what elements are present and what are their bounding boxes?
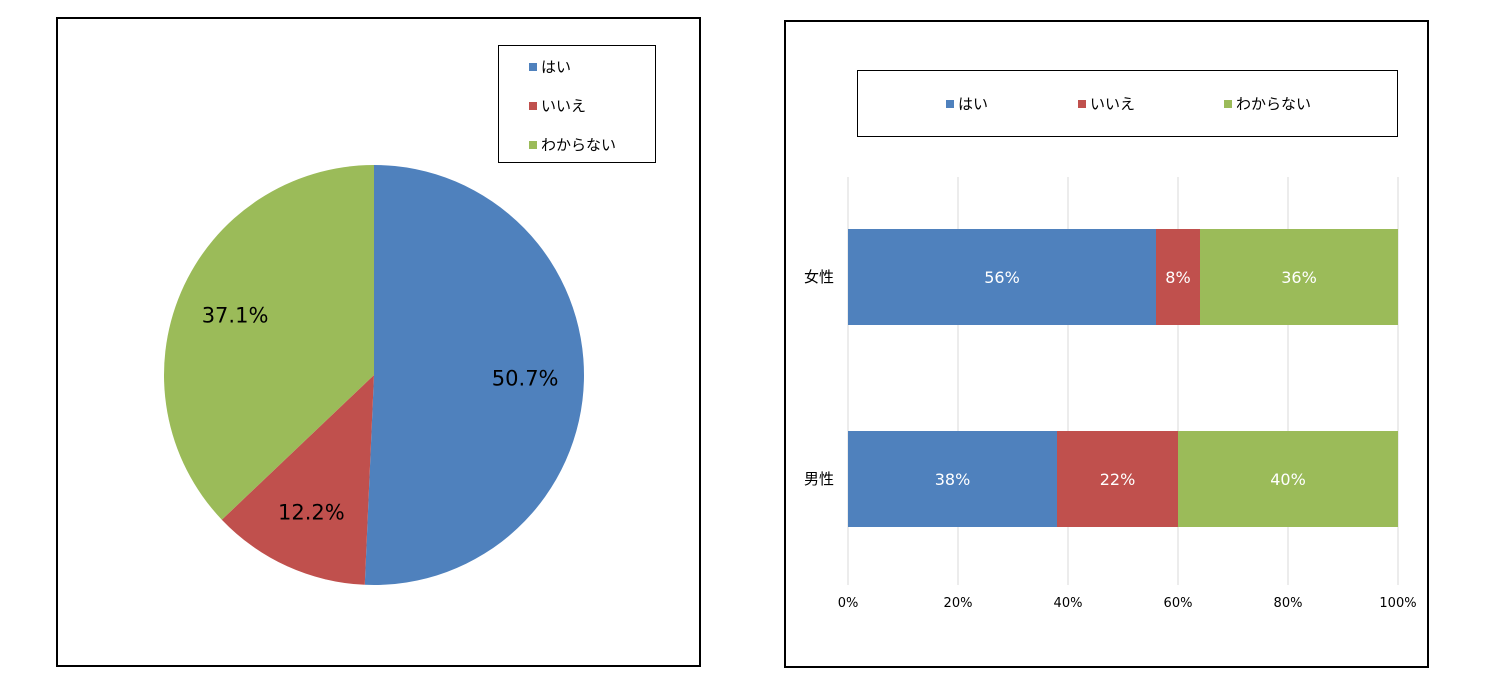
bar-segment-yes [848,229,1156,325]
legend-swatch-unknown [1224,100,1232,108]
x-tick-label: 20% [944,596,973,611]
legend-swatch-no [529,102,537,110]
pie-data-label-unknown: 37.1% [202,303,269,327]
stacked-bar-chart: 0% 20% 40% 60% 80% 100% 女性 56% 8% 36% 男性 38% 22% 40% … [784,20,1429,668]
pie-slice-yes [364,165,584,585]
x-tick-label: 100% [1379,596,1416,611]
bar-data-label-no: 8% [1165,268,1190,287]
legend-swatch-yes [946,100,954,108]
pie-chart-canvas: 50.7% 12.2% 37.1% [164,165,584,585]
legend-label-no: いいえ [541,97,587,115]
bar-data-label-no: 22% [1100,470,1136,489]
bar-segment-unknown [1200,229,1398,325]
bar-data-label-unknown: 40% [1270,470,1306,489]
bar-segment-no [1057,431,1178,527]
bar-chart-canvas: 0% 20% 40% 60% 80% 100% 女性 56% 8% 36% 男性 38% 22% 40% [804,177,1417,611]
pie-legend-item-unknown: わからない [529,134,616,155]
pie-slice-no [221,375,374,585]
pie-data-label-no: 12.2% [278,501,345,525]
legend-label-unknown: わからない [1236,95,1312,113]
pie-legend-item-no: いいえ [529,95,586,116]
pie-slice-unknown [164,165,374,520]
x-tick-label: 40% [1054,596,1083,611]
legend-label-yes: はい [541,58,572,76]
bar-segment-no [1156,229,1200,325]
y-category-label: 女性 [804,268,834,286]
y-category-label: 男性 [804,470,834,488]
legend-label-no: いいえ [1090,95,1136,113]
pie-legend-item-yes: はい [529,56,571,77]
x-tick-label: 60% [1164,596,1193,611]
bar-segment-yes [848,431,1057,527]
bar-legend-item-no: いいえ [1078,93,1135,114]
bar-data-label-unknown: 36% [1281,268,1317,287]
bar-segment-unknown [1178,431,1398,527]
bar-legend-item-unknown: わからない [1224,93,1311,114]
x-tick-label: 80% [1274,596,1303,611]
legend-label-unknown: わからない [541,136,617,154]
pie-legend: はい いいえ わからない [498,45,656,163]
legend-swatch-yes [529,63,537,71]
bar-legend-item-yes: はい [946,93,988,114]
legend-swatch-unknown [529,141,537,149]
bar-data-label-yes: 56% [984,268,1020,287]
x-tick-label: 0% [838,596,859,611]
bar-data-label-yes: 38% [935,470,971,489]
pie-chart: 50.7% 12.2% 37.1% はい いいえ わからない [56,17,701,667]
legend-label-yes: はい [958,95,989,113]
legend-swatch-no [1078,100,1086,108]
pie-data-label-yes: 50.7% [492,366,559,390]
bar-legend: はい いいえ わからない [857,70,1398,137]
